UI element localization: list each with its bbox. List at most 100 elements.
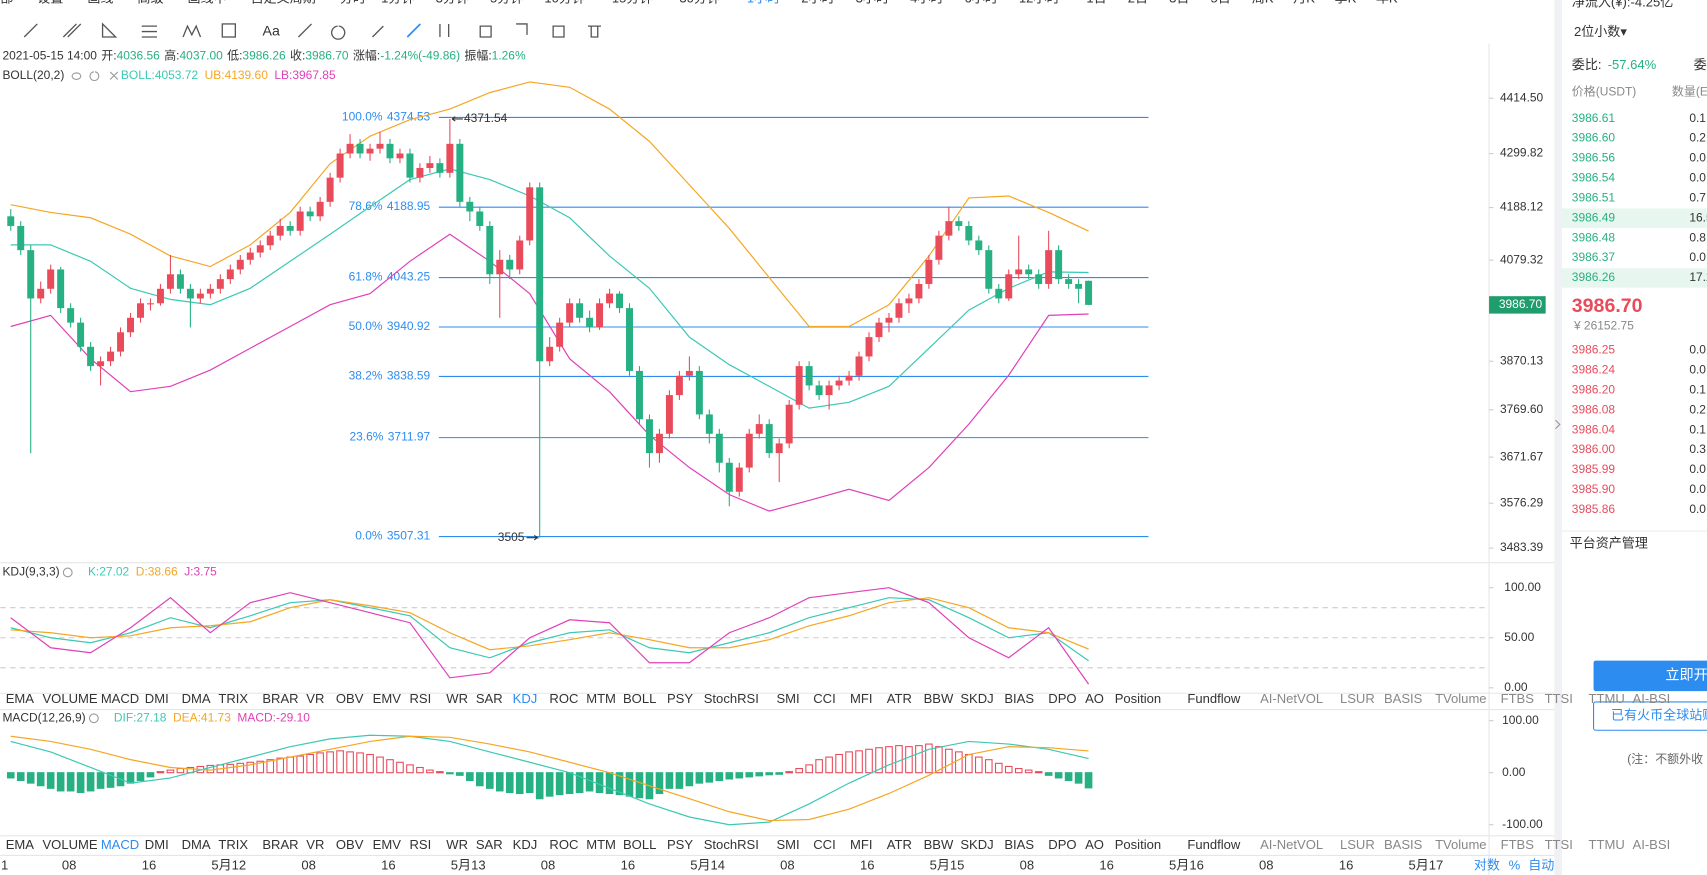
period-item[interactable]: 设置 — [37, 0, 63, 5]
indicator-tab[interactable]: SMI — [776, 691, 799, 706]
indicator-tab[interactable]: BIAS — [1004, 691, 1034, 706]
period-item[interactable]: 高级 — [137, 0, 163, 5]
indicator-tab[interactable]: FTBS — [1501, 837, 1535, 852]
scale-option[interactable]: 对数 — [1474, 858, 1500, 873]
indicator-tab[interactable]: RSI — [409, 691, 431, 706]
period-item[interactable]: 30分钟 — [679, 0, 720, 5]
tool-icons[interactable] — [298, 23, 602, 40]
indicator-tab[interactable]: BRAR — [262, 691, 298, 706]
indicator-tab[interactable]: CCI — [813, 837, 835, 852]
indicator-tab[interactable]: LSUR — [1340, 837, 1375, 852]
indicator-tab[interactable]: BASIS — [1384, 691, 1423, 706]
indicator-tab[interactable]: SKDJ — [960, 691, 993, 706]
settings-icon[interactable] — [62, 567, 73, 578]
indicator-tab[interactable]: MFI — [850, 691, 872, 706]
indicator-tab[interactable]: CCI — [813, 691, 835, 706]
indicator-tab[interactable]: AI-NetVOL — [1260, 837, 1323, 852]
indicator-tab[interactable]: LSUR — [1340, 691, 1375, 706]
period-item[interactable]: 分时 — [340, 0, 366, 5]
indicator-tab[interactable]: Fundflow — [1187, 691, 1241, 706]
indicator-tab[interactable]: DMA — [182, 691, 211, 706]
period-item[interactable]: 1小时 — [747, 0, 780, 5]
indicator-tab[interactable]: SMI — [776, 837, 799, 852]
indicator-tab[interactable]: SKDJ — [960, 837, 993, 852]
collapse-arrow[interactable] — [1555, 419, 1561, 430]
indicator-tab[interactable]: VOLUME — [42, 837, 97, 852]
indicator-tab[interactable]: VR — [306, 691, 324, 706]
btn-primary-label[interactable]: 立即开 — [1665, 667, 1707, 683]
indicator-tab[interactable]: SAR — [476, 691, 503, 706]
indicator-tab[interactable]: BBW — [924, 837, 954, 852]
indicator-tab[interactable]: StochRSI — [704, 691, 759, 706]
indicator-tab[interactable]: DMI — [145, 691, 169, 706]
indicator-tab[interactable]: DPO — [1048, 837, 1076, 852]
settings-icon[interactable] — [88, 713, 99, 724]
period-item[interactable]: 10分钟 — [544, 0, 585, 5]
indicator-tab[interactable]: ATR — [887, 691, 912, 706]
indicator-tab[interactable]: DMA — [182, 837, 211, 852]
indicator-tab[interactable]: Position — [1115, 691, 1161, 706]
period-item[interactable]: 1分钟 — [381, 0, 414, 5]
indicator-tab[interactable]: BOLL — [623, 837, 656, 852]
tool-text[interactable]: Aa — [263, 22, 280, 38]
tool-icon[interactable] — [221, 23, 236, 38]
indicator-tab[interactable]: TRIX — [218, 691, 248, 706]
indicator-tab[interactable]: OBV — [336, 837, 364, 852]
indicator-tab[interactable]: MACD — [101, 691, 139, 706]
period-item[interactable]: 年K — [1376, 0, 1398, 5]
indicator-tab[interactable]: Position — [1115, 837, 1161, 852]
primary-button[interactable] — [1593, 660, 1707, 692]
indicator-tab[interactable]: AI-NetVOL — [1260, 691, 1323, 706]
indicator-tab[interactable]: PSY — [667, 837, 693, 852]
indicator-tab[interactable]: WR — [446, 837, 468, 852]
indicator-tab[interactable]: AO — [1085, 837, 1104, 852]
indicator-tab[interactable]: MTM — [586, 837, 616, 852]
indicator-tab[interactable]: KDJ — [513, 691, 538, 706]
period-item[interactable]: 2小时 — [801, 0, 834, 5]
period-item[interactable]: 4小时 — [910, 0, 943, 5]
indicator-tab[interactable]: DMI — [145, 837, 169, 852]
indicator-tab[interactable]: TTMU — [1589, 691, 1625, 706]
indicator-tab[interactable]: ROC — [549, 837, 578, 852]
indicator-tab[interactable]: OBV — [336, 691, 364, 706]
tool-icon-active[interactable] — [406, 23, 421, 38]
indicator-tab[interactable]: EMV — [373, 691, 402, 706]
period-item[interactable]: 月K — [1293, 0, 1315, 5]
indicator-tab[interactable]: AI-BSI — [1633, 837, 1671, 852]
period-item[interactable]: 画线中 — [187, 0, 226, 5]
indicator-tab[interactable]: AI-BSI — [1633, 691, 1671, 706]
indicator-tab[interactable]: ROC — [549, 691, 578, 706]
tool-icons[interactable] — [23, 22, 202, 38]
period-item[interactable]: 周K — [1252, 0, 1274, 5]
secondary-button[interactable] — [1593, 701, 1707, 731]
indicator-tab[interactable]: BIAS — [1004, 837, 1034, 852]
indicator-tab[interactable]: DPO — [1048, 691, 1076, 706]
indicator-tab[interactable]: PSY — [667, 691, 693, 706]
period-item[interactable]: 自定义周期 — [251, 0, 316, 5]
indicator-tab[interactable]: RSI — [409, 837, 431, 852]
indicator-tab[interactable]: AO — [1085, 691, 1104, 706]
indicator-tab[interactable]: KDJ — [513, 837, 538, 852]
period-item[interactable]: 3小时 — [856, 0, 889, 5]
indicator-tab[interactable]: FTBS — [1501, 691, 1535, 706]
period-item[interactable]: 部 — [0, 0, 13, 5]
indicator-tab[interactable]: TVolume — [1435, 691, 1487, 706]
indicator-tab[interactable]: MTM — [586, 691, 616, 706]
scale-option[interactable]: % — [1509, 858, 1521, 873]
indicator-tab[interactable]: BBW — [924, 691, 954, 706]
indicator-tab[interactable]: EMA — [6, 837, 35, 852]
indicator-tab[interactable]: VR — [306, 837, 324, 852]
indicator-tab[interactable]: MACD — [101, 837, 139, 852]
indicator-tab[interactable]: BASIS — [1384, 837, 1423, 852]
indicator-tab[interactable]: EMV — [373, 837, 402, 852]
period-item[interactable]: 2日 — [1128, 0, 1148, 5]
indicator-tab[interactable]: MFI — [850, 837, 872, 852]
indicator-tab[interactable]: BRAR — [262, 837, 298, 852]
indicator-tab[interactable]: TRIX — [218, 837, 248, 852]
btn-secondary-label[interactable]: 已有火币全球站账 — [1611, 708, 1707, 723]
decimals[interactable]: 2位小数▾ — [1574, 24, 1627, 39]
indicator-tab[interactable]: EMA — [6, 691, 35, 706]
period-item[interactable]: 12小时 — [1019, 0, 1060, 5]
legend-icons[interactable] — [71, 71, 119, 82]
indicator-tab[interactable]: ATR — [887, 837, 912, 852]
